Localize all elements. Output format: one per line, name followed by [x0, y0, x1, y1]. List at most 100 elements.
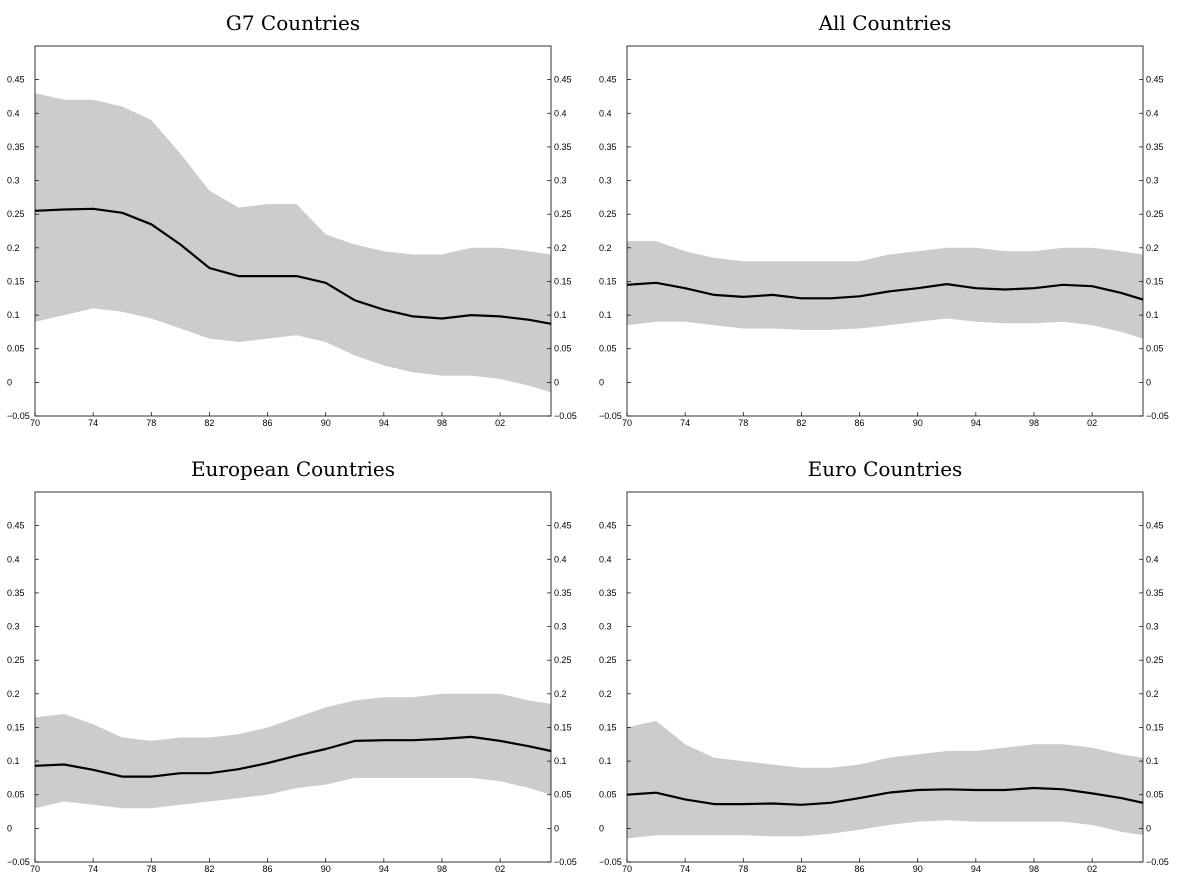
y-tick-label-left: −0.05	[599, 411, 622, 421]
y-tick-label-left: 0.15	[7, 722, 25, 732]
plot-frame	[626, 45, 1144, 417]
y-tick-label-right: 0.4	[1146, 554, 1159, 564]
x-tick-label: 78	[738, 864, 748, 874]
x-tick-label: 78	[146, 418, 156, 428]
y-tick-label-right: 0.15	[1146, 722, 1164, 732]
y-tick-label-right: 0.35	[1146, 588, 1164, 598]
y-tick-label-left: 0.05	[599, 790, 617, 800]
y-tick-label-left: 0.4	[7, 554, 20, 564]
y-tick-label-right: 0	[1146, 377, 1151, 387]
y-tick-label-left: 0.1	[7, 756, 20, 766]
y-tick-label-right: 0.05	[554, 790, 572, 800]
y-tick-label-left: 0.25	[7, 655, 25, 665]
x-tick-label: 86	[263, 418, 273, 428]
chart-panel-3: −0.05 −0.05 0 0 0.05 0.05 0.1 0.1 0.15 0.15 0.2 0.2…	[7, 457, 577, 874]
y-tick-label-left: 0	[7, 377, 12, 387]
y-tick-label-right: 0.05	[1146, 790, 1164, 800]
y-tick-label-right: −0.05	[1146, 857, 1169, 867]
x-tick-label: 02	[495, 418, 505, 428]
y-tick-label-right: 0	[554, 823, 559, 833]
x-tick-label: 70	[30, 864, 40, 874]
y-tick-label-right: 0.15	[554, 722, 572, 732]
x-tick-label: 98	[1029, 864, 1039, 874]
y-tick-label-left: 0	[599, 377, 604, 387]
y-tick-label-left: −0.05	[599, 857, 622, 867]
y-tick-label-right: 0	[1146, 823, 1151, 833]
x-tick-label: 86	[855, 418, 865, 428]
y-tick-label-left: 0.3	[599, 622, 612, 632]
y-tick-label-left: 0.45	[7, 75, 25, 85]
y-tick-label-left: 0.25	[7, 209, 25, 219]
confidence-band	[35, 693, 551, 809]
x-tick-label: 90	[913, 418, 923, 428]
y-tick-label-left: 0.05	[7, 790, 25, 800]
chart-title: All Countries	[818, 11, 952, 35]
chart-panel-1: −0.05 −0.05 0 0 0.05 0.05 0.1 0.1 0.15 0.15 0.2 0.2…	[7, 11, 577, 428]
y-tick-label-right: 0.3	[554, 622, 567, 632]
estimate-line	[626, 281, 1144, 301]
x-tick-label: 94	[379, 418, 389, 428]
y-tick-label-right: 0.3	[1146, 622, 1159, 632]
chart-title: G7 Countries	[226, 11, 360, 35]
y-tick-label-left: 0.15	[599, 276, 617, 286]
y-tick-label-right: 0.05	[554, 344, 572, 354]
x-tick-label: 98	[437, 418, 447, 428]
y-tick-label-right: 0.25	[554, 209, 572, 219]
y-tick-label-left: 0.3	[599, 176, 612, 186]
plot-frame	[626, 491, 1144, 863]
x-tick-label: 70	[622, 864, 632, 874]
y-tick-label-left: 0.4	[599, 554, 612, 564]
x-tick-label: 74	[88, 864, 98, 874]
x-tick-label: 74	[88, 418, 98, 428]
x-tick-label: 78	[146, 864, 156, 874]
y-tick-label-left: 0.15	[7, 276, 25, 286]
y-tick-label-left: 0.3	[7, 622, 20, 632]
y-tick-label-left: 0.35	[599, 142, 617, 152]
x-tick-label: 74	[680, 418, 690, 428]
y-tick-label-right: 0.2	[1146, 689, 1159, 699]
y-tick-label-left: 0.05	[7, 344, 25, 354]
chart-panel-4: −0.05 −0.05 0 0 0.05 0.05 0.1 0.1 0.15 0.15 0.2 0.2…	[599, 457, 1169, 874]
y-tick-label-left: 0.45	[599, 75, 617, 85]
y-tick-label-left: 0.1	[599, 756, 612, 766]
y-tick-label-right: 0.3	[554, 176, 567, 186]
y-tick-label-right: 0.1	[1146, 310, 1159, 320]
y-tick-label-left: −0.05	[7, 857, 30, 867]
y-tick-label-right: 0.45	[1146, 75, 1164, 85]
y-tick-label-left: 0.25	[599, 209, 617, 219]
y-tick-label-left: 0.35	[7, 588, 25, 598]
y-tick-label-right: 0.1	[554, 756, 567, 766]
y-tick-label-right: 0.3	[1146, 176, 1159, 186]
y-tick-label-right: −0.05	[554, 411, 577, 421]
y-tick-label-left: 0.2	[7, 243, 20, 253]
chart-panel-2: −0.05 −0.05 0 0 0.05 0.05 0.1 0.1 0.15 0.15 0.2 0.2…	[599, 11, 1169, 428]
y-tick-label-right: 0.35	[554, 588, 572, 598]
x-tick-label: 02	[1087, 864, 1097, 874]
y-tick-label-left: −0.05	[7, 411, 30, 421]
y-tick-label-right: 0.35	[554, 142, 572, 152]
y-tick-label-right: 0.25	[554, 655, 572, 665]
y-tick-label-right: 0.45	[554, 75, 572, 85]
y-tick-label-right: −0.05	[554, 857, 577, 867]
x-tick-label: 02	[1087, 418, 1097, 428]
estimate-line	[34, 735, 552, 778]
y-tick-label-right: 0.45	[554, 521, 572, 531]
x-tick-label: 90	[913, 864, 923, 874]
x-tick-label: 02	[495, 864, 505, 874]
y-tick-label-left: 0.4	[599, 108, 612, 118]
y-tick-label-right: 0.1	[554, 310, 567, 320]
x-tick-label: 78	[738, 418, 748, 428]
y-tick-label-left: 0.3	[7, 176, 20, 186]
x-tick-label: 90	[321, 864, 331, 874]
y-tick-label-left: 0.2	[599, 689, 612, 699]
y-tick-label-left: 0.2	[7, 689, 20, 699]
y-tick-label-right: −0.05	[1146, 411, 1169, 421]
y-tick-label-right: 0.45	[1146, 521, 1164, 531]
y-tick-label-right: 0.25	[1146, 655, 1164, 665]
y-tick-label-right: 0.05	[1146, 344, 1164, 354]
chart-title: European Countries	[191, 457, 395, 481]
y-tick-label-left: 0.1	[599, 310, 612, 320]
y-tick-label-right: 0.25	[1146, 209, 1164, 219]
confidence-band	[35, 93, 551, 393]
x-tick-label: 98	[437, 864, 447, 874]
